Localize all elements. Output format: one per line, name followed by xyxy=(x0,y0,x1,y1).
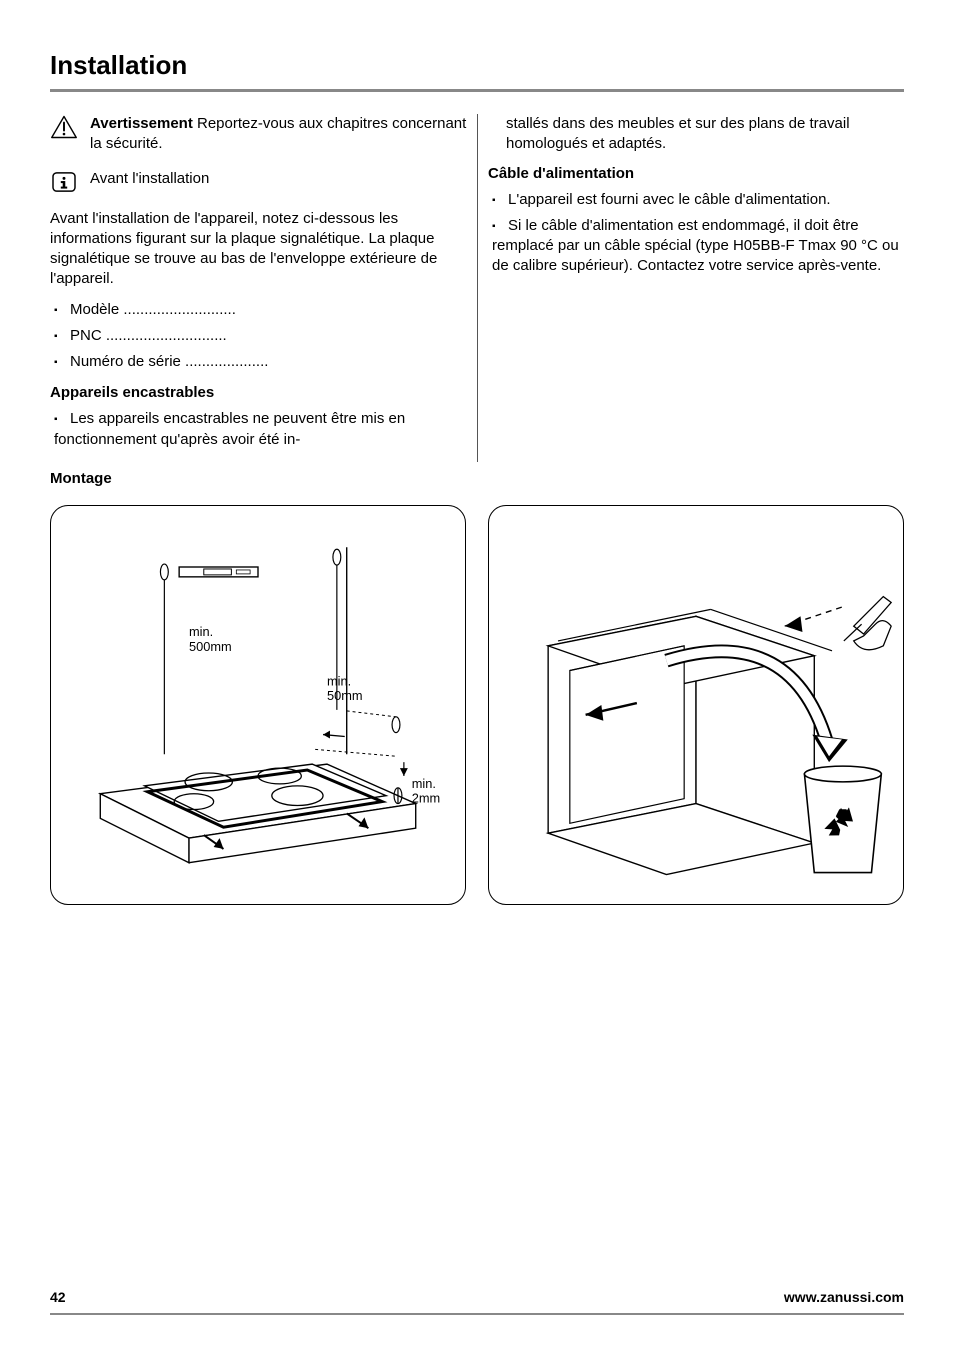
unpack-diagram xyxy=(488,505,904,905)
page-number: 42 xyxy=(50,1289,66,1305)
footer-rule xyxy=(50,1313,904,1315)
cable-heading: Câble d'alimentation xyxy=(488,165,904,182)
info-block: Avant l'installation xyxy=(50,169,467,195)
info-text: Avant l'installation xyxy=(90,169,467,189)
left-column: Avertissement Reportez-vous aux chapitre… xyxy=(50,114,477,462)
montage-heading: Montage xyxy=(50,470,904,487)
two-column-layout: Avertissement Reportez-vous aux chapitre… xyxy=(50,114,904,462)
list-item: PNC ............................. xyxy=(54,326,467,346)
cable-list: L'appareil est fourni avec le câble d'al… xyxy=(488,190,904,277)
svg-text:min.500mm: min.500mm xyxy=(189,624,232,654)
fields-list: Modèle ........................... PNC .… xyxy=(50,300,467,373)
title-rule xyxy=(50,89,904,92)
right-column: stallés dans des meubles et sur des plan… xyxy=(477,114,904,462)
clearance-diagram: min.500mm min.50mm min.2mm xyxy=(50,505,466,905)
warning-label: Avertissement xyxy=(90,115,193,132)
info-icon xyxy=(50,169,78,195)
builtin-list: Les appareils encastrables ne peuvent êt… xyxy=(50,409,467,450)
builtin-continuation: stallés dans des meubles et sur des plan… xyxy=(488,114,904,155)
list-item: Les appareils encastrables ne peuvent êt… xyxy=(54,409,467,450)
list-item: Modèle ........................... xyxy=(54,300,467,320)
list-item: Si le câble d'alimentation est endommagé… xyxy=(492,216,904,277)
page-footer: 42 www.zanussi.com xyxy=(50,1289,904,1322)
warning-block: Avertissement Reportez-vous aux chapitre… xyxy=(50,114,467,155)
builtin-heading: Appareils encastrables xyxy=(50,384,467,401)
svg-text:min.2mm: min.2mm xyxy=(412,776,440,806)
list-item: L'appareil est fourni avec le câble d'al… xyxy=(492,190,904,210)
intro-paragraph: Avant l'installation de l'appareil, note… xyxy=(50,209,467,290)
diagram-row: min.500mm min.50mm min.2mm xyxy=(50,505,904,905)
list-item: Numéro de série .................... xyxy=(54,352,467,372)
svg-text:min.50mm: min.50mm xyxy=(327,673,363,703)
warning-icon xyxy=(50,114,78,140)
footer-site: www.zanussi.com xyxy=(784,1289,904,1305)
warning-text: Avertissement Reportez-vous aux chapitre… xyxy=(90,114,467,155)
page-title: Installation xyxy=(50,50,904,81)
